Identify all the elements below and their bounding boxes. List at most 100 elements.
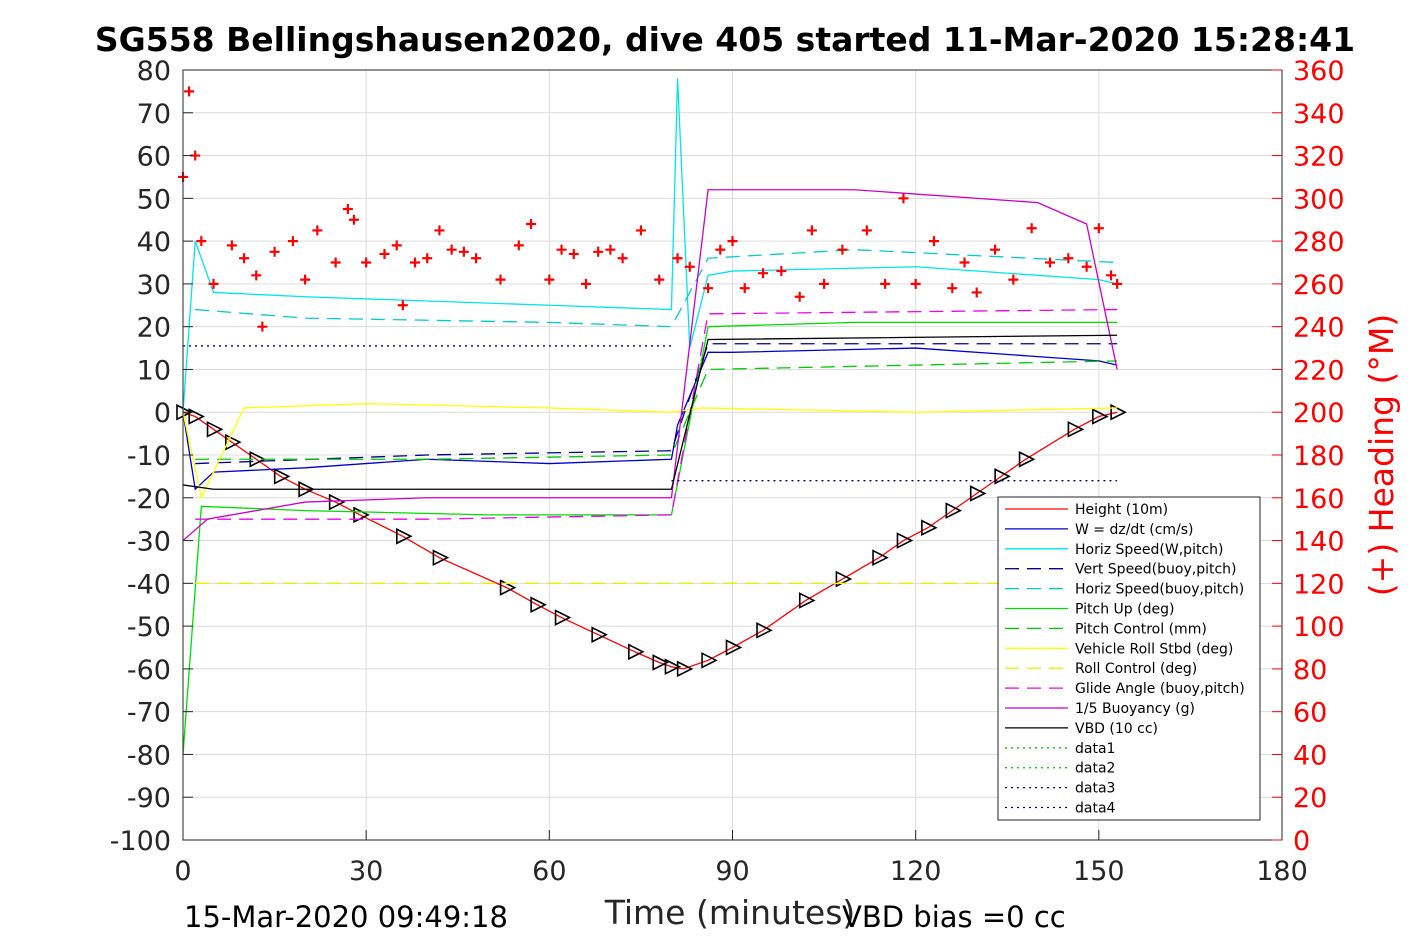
height-marker	[554, 609, 572, 626]
y2-axis-label: (+) Heading (°M)	[1362, 314, 1401, 596]
heading-marker	[1081, 261, 1092, 272]
heading-marker	[880, 278, 891, 289]
heading-marker	[556, 244, 567, 255]
footer-vbd-bias: VBD bias =0 cc	[842, 900, 1066, 934]
y-tick-label: 80	[137, 56, 171, 87]
series-line	[182, 321, 1118, 755]
y-tick-label: -20	[127, 484, 171, 515]
heading-marker	[593, 246, 604, 257]
heading-marker	[526, 219, 537, 229]
heading-marker	[861, 225, 872, 236]
heading-marker	[312, 225, 323, 236]
y-tick-label: -70	[127, 698, 171, 729]
y2-tick-label: 360	[1293, 56, 1345, 87]
legend-entry: data3	[1075, 781, 1115, 797]
heading-marker	[758, 268, 769, 279]
heading-marker	[715, 244, 726, 255]
heading-marker	[544, 274, 555, 285]
heading-marker	[342, 204, 353, 215]
y-axis-ticks: 80 70 60 50 40 30 20 10 0 -10 -20 -30 -40 -50 -60 -70 -8…	[110, 56, 193, 857]
x-tick-label: 150	[1073, 856, 1125, 887]
height-marker	[969, 485, 987, 502]
x-tick-label: 0	[174, 856, 191, 887]
height-marker	[1067, 421, 1085, 438]
legend-entry: Pitch Control (mm)	[1075, 621, 1207, 637]
y2-tick-label: 20	[1293, 783, 1327, 814]
series-line	[195, 343, 1118, 465]
heading-marker	[422, 253, 433, 264]
height-marker	[328, 493, 346, 511]
x-tick-label: 90	[715, 856, 749, 887]
y-tick-label: 20	[137, 313, 171, 344]
heading-marker	[1093, 223, 1104, 234]
legend-entry: Pitch Up (deg)	[1075, 602, 1174, 618]
heading-marker	[580, 278, 591, 289]
y2-tick-label: 160	[1293, 484, 1345, 515]
height-marker	[273, 468, 291, 485]
legend-entry: Vert Speed(buoy,pitch)	[1075, 562, 1237, 578]
y2-tick-label: 320	[1293, 142, 1345, 173]
legend-entry: Vehicle Roll Stbd (deg)	[1075, 641, 1233, 657]
y2-tick-label: 200	[1293, 398, 1345, 429]
heading-marker	[703, 283, 714, 294]
y2-tick-label: 80	[1293, 655, 1327, 686]
heading-marker	[269, 246, 280, 257]
legend: Height (10m) W = dz/dt (cm/s) Horiz Speed(…	[997, 496, 1261, 821]
heading-marker	[513, 240, 524, 251]
heading-marker	[410, 257, 421, 268]
heading-marker	[361, 257, 372, 268]
heading-marker	[495, 274, 506, 285]
y2-tick-label: 100	[1293, 612, 1345, 643]
legend-entry: Horiz Speed(buoy,pitch)	[1075, 582, 1244, 598]
heading-marker	[806, 225, 817, 236]
y2-tick-label: 60	[1293, 698, 1327, 729]
height-marker	[591, 626, 608, 643]
legend-entry: data2	[1075, 761, 1115, 777]
height-marker	[1110, 403, 1127, 421]
heading-marker	[684, 261, 695, 272]
y-tick-label: 10	[137, 355, 171, 386]
y2-tick-label: 180	[1293, 441, 1345, 472]
heading-marker	[568, 248, 579, 259]
heading-marker	[1044, 257, 1055, 268]
series-line	[182, 78, 1118, 413]
heading-marker	[1063, 253, 1074, 264]
y-tick-label: 50	[137, 184, 171, 215]
heading-marker	[1112, 278, 1123, 289]
heading-marker	[727, 236, 738, 247]
heading-marker	[837, 244, 848, 255]
heading-marker	[794, 291, 805, 302]
heading-marker	[348, 214, 359, 225]
y-tick-label: -40	[127, 569, 171, 600]
series-line	[195, 360, 1118, 460]
heading-marker	[776, 266, 787, 277]
height-marker	[188, 408, 205, 425]
heading-marker	[947, 283, 958, 294]
heading-marker	[1026, 223, 1037, 234]
heading-marker	[605, 244, 616, 255]
height-marker	[652, 654, 670, 671]
height-marker	[798, 592, 816, 609]
heading-marker	[971, 287, 982, 298]
height-marker	[835, 570, 853, 588]
heading-marker	[446, 244, 457, 255]
series-line	[182, 189, 1118, 542]
height-marker	[676, 660, 694, 678]
heading-marker	[819, 278, 830, 289]
legend-entry: Height (10m)	[1075, 502, 1168, 518]
heading-marker	[257, 321, 268, 332]
y2-tick-label: 0	[1293, 826, 1310, 857]
legend-entry: Roll Control (deg)	[1075, 661, 1197, 677]
legend-entry: data1	[1075, 741, 1115, 757]
heading-marker	[391, 240, 402, 251]
footer-date: 15-Mar-2020 09:49:18	[184, 900, 508, 934]
x-tick-label: 30	[349, 856, 383, 887]
legend-entry: W = dz/dt (cm/s)	[1075, 522, 1194, 538]
y2-tick-label: 260	[1293, 270, 1345, 301]
legend-entry: 1/5 Buoyancy (g)	[1075, 701, 1195, 717]
y2-tick-label: 140	[1293, 527, 1345, 558]
heading-marker	[300, 274, 311, 285]
heading-marker	[226, 240, 237, 251]
x-axis-label: Time (minutes)	[604, 893, 856, 932]
series-line	[182, 403, 1118, 500]
